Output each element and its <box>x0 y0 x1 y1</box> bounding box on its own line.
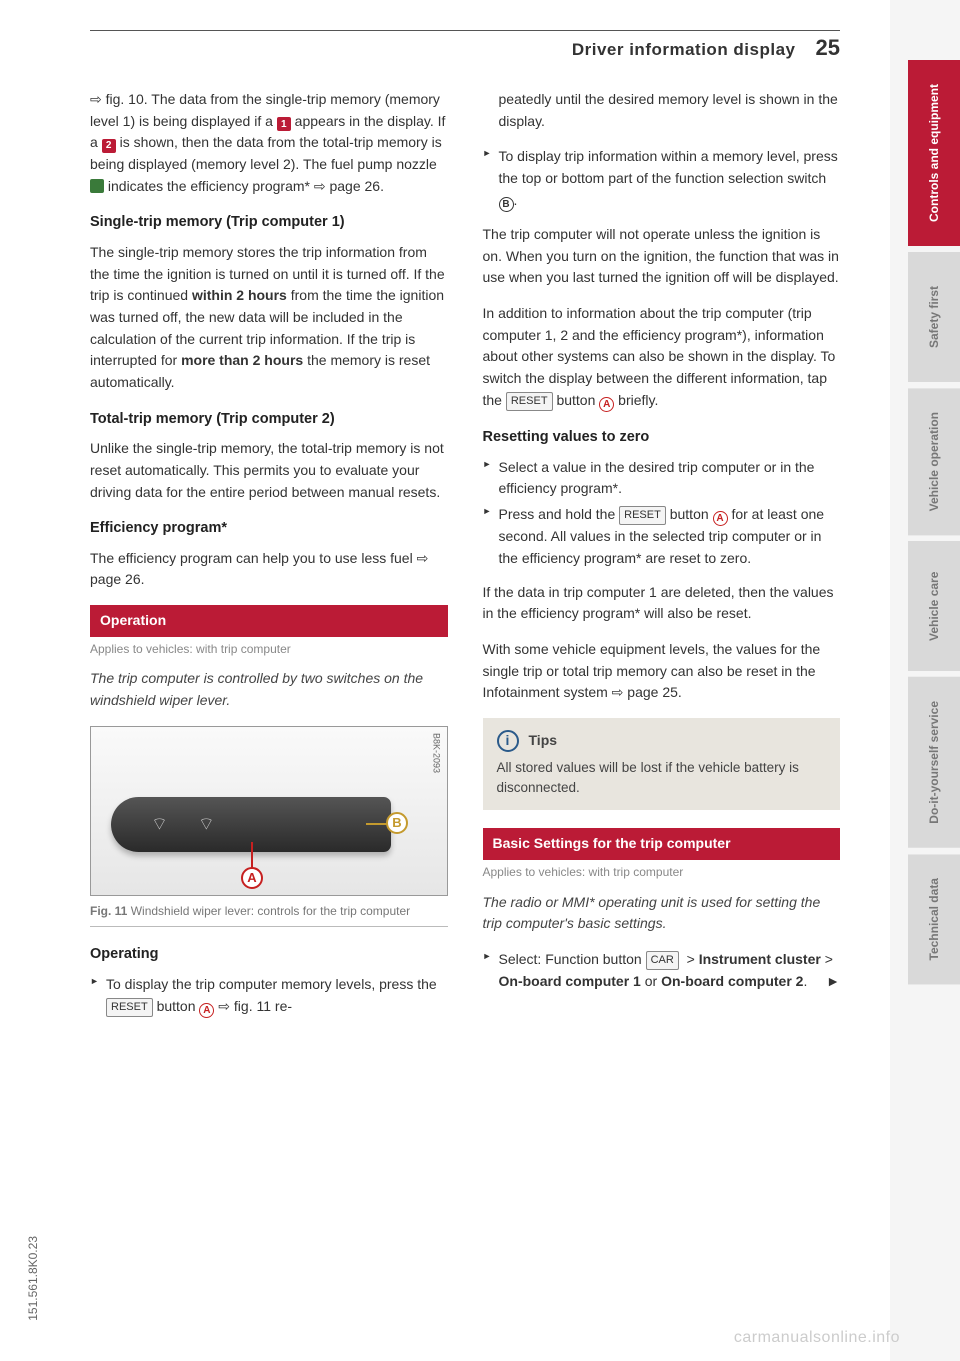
figure-11: B8K-2093 ⌔ ⌔ A B <box>90 726 448 896</box>
section-operation: Operation <box>90 605 448 637</box>
right-column: peatedly until the desired memory level … <box>483 89 841 1022</box>
tab-diy-service[interactable]: Do-it-yourself service <box>908 677 960 848</box>
instruction-step: Select: Function button CAR > Instrument… <box>483 949 841 992</box>
callout-line <box>366 823 388 825</box>
callout-ref-a: A <box>199 1003 214 1018</box>
tips-header: i Tips <box>497 730 827 752</box>
tab-safety[interactable]: Safety first <box>908 252 960 382</box>
wiper-icon: ⌔ <box>151 811 168 839</box>
instruction-step: Press and hold the RESET button A for at… <box>483 504 841 570</box>
heading-resetting: Resetting values to zero <box>483 426 841 448</box>
spine-code: 151.561.8K0.23 <box>26 1236 40 1321</box>
chapter-tabs: Controls and equipment Safety first Vehi… <box>908 60 960 991</box>
section-intro: The trip computer is controlled by two s… <box>90 668 448 711</box>
washer-icon: ⌔ <box>198 811 215 839</box>
content-columns: ⇨ fig. 10. The data from the single-trip… <box>90 89 840 1022</box>
tips-box: i Tips All stored values will be lost if… <box>483 718 841 811</box>
tab-vehicle-care[interactable]: Vehicle care <box>908 541 960 671</box>
reset-keycap: RESET <box>106 998 153 1017</box>
callout-a: A <box>241 867 263 889</box>
heading-efficiency: Efficiency program* <box>90 517 448 539</box>
reset-keycap: RESET <box>506 392 553 411</box>
page-header: Driver information display 25 <box>90 30 840 61</box>
callout-b: B <box>386 812 408 834</box>
heading-single-trip: Single-trip memory (Trip computer 1) <box>90 211 448 233</box>
body-text: If the data in trip computer 1 are delet… <box>483 582 841 625</box>
instruction-step: To display trip information within a mem… <box>483 146 841 212</box>
callout-ref-a: A <box>599 397 614 412</box>
body-text: Unlike the single-trip memory, the total… <box>90 438 448 503</box>
tab-vehicle-operation[interactable]: Vehicle operation <box>908 388 960 535</box>
car-keycap: CAR <box>646 951 679 970</box>
tab-controls[interactable]: Controls and equipment <box>908 60 960 246</box>
memory-1-badge: 1 <box>277 117 291 131</box>
applies-note: Applies to vehicles: with trip computer <box>90 640 448 659</box>
body-text: With some vehicle equipment levels, the … <box>483 639 841 704</box>
body-text: ⇨ fig. 10. The data from the single-trip… <box>90 89 448 197</box>
section-intro: The radio or MMI* operating unit is used… <box>483 892 841 935</box>
info-icon: i <box>497 730 519 752</box>
heading-total-trip: Total-trip memory (Trip computer 2) <box>90 408 448 430</box>
callout-ref-a: A <box>713 511 728 526</box>
tab-technical-data[interactable]: Technical data <box>908 854 960 984</box>
callout-line <box>251 842 253 868</box>
continue-arrow-icon: ► <box>826 971 840 993</box>
manual-page: Driver information display 25 ⇨ fig. 10.… <box>0 0 890 1361</box>
left-column: ⇨ fig. 10. The data from the single-trip… <box>90 89 448 1022</box>
memory-2-badge: 2 <box>102 139 116 153</box>
instruction-step: To display the trip computer memory leve… <box>90 974 448 1018</box>
wiper-icons: ⌔ ⌔ <box>151 811 215 839</box>
body-text: In addition to information about the tri… <box>483 303 841 412</box>
reset-keycap: RESET <box>619 506 666 525</box>
tips-title: Tips <box>529 730 558 752</box>
section-basic-settings: Basic Settings for the trip computer <box>483 828 841 860</box>
page-number: 25 <box>816 35 840 61</box>
fuel-nozzle-icon <box>90 179 104 193</box>
body-text: peatedly until the desired memory level … <box>483 89 841 132</box>
callout-ref-b: B <box>499 197 514 212</box>
tips-body: All stored values will be lost if the ve… <box>497 758 827 799</box>
figure-code: B8K-2093 <box>429 733 443 773</box>
body-text: The single-trip memory stores the trip i… <box>90 242 448 394</box>
applies-note: Applies to vehicles: with trip computer <box>483 863 841 882</box>
body-text: The trip computer will not operate unles… <box>483 224 841 289</box>
watermark: carmanualsonline.info <box>734 1329 900 1347</box>
heading-operating: Operating <box>90 943 448 965</box>
body-text: The efficiency program can help you to u… <box>90 548 448 591</box>
chapter-title: Driver information display <box>572 40 796 60</box>
instruction-step: Select a value in the desired trip compu… <box>483 457 841 500</box>
figure-caption: Fig. 11 Windshield wiper lever: controls… <box>90 902 448 928</box>
